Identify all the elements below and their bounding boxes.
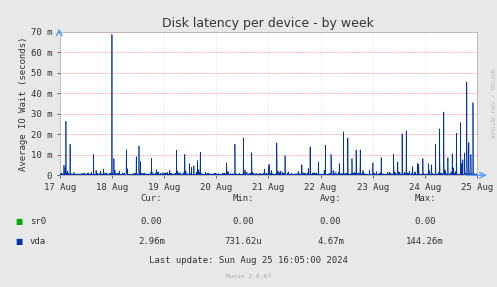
Text: Avg:: Avg:	[320, 194, 341, 203]
Text: Cur:: Cur:	[141, 194, 163, 203]
Text: Munin 2.0.67: Munin 2.0.67	[226, 274, 271, 279]
Text: 731.62u: 731.62u	[225, 237, 262, 246]
Text: vda: vda	[30, 237, 46, 246]
Text: 144.26m: 144.26m	[406, 237, 444, 246]
Text: 0.00: 0.00	[414, 217, 436, 226]
Text: Max:: Max:	[414, 194, 436, 203]
Title: Disk latency per device - by week: Disk latency per device - by week	[163, 18, 374, 30]
Text: RRDTOOL / TOBI OETIKER: RRDTOOL / TOBI OETIKER	[490, 69, 495, 138]
Text: 2.96m: 2.96m	[138, 237, 165, 246]
Text: 4.67m: 4.67m	[317, 237, 344, 246]
Text: 0.00: 0.00	[141, 217, 163, 226]
Text: 0.00: 0.00	[320, 217, 341, 226]
Text: Last update: Sun Aug 25 16:05:00 2024: Last update: Sun Aug 25 16:05:00 2024	[149, 256, 348, 265]
Text: 0.00: 0.00	[233, 217, 254, 226]
Text: Min:: Min:	[233, 194, 254, 203]
Text: ■: ■	[15, 217, 22, 226]
Text: ■: ■	[15, 237, 22, 246]
Y-axis label: Average IO Wait (seconds): Average IO Wait (seconds)	[19, 36, 28, 170]
Text: sr0: sr0	[30, 217, 46, 226]
